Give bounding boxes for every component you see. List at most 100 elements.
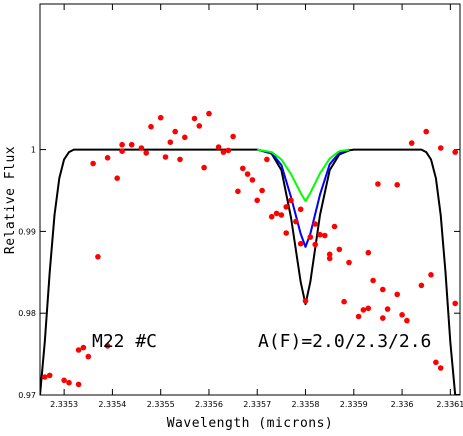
data-point bbox=[365, 249, 372, 256]
data-point bbox=[66, 379, 72, 386]
data-point bbox=[433, 359, 439, 366]
data-point bbox=[437, 365, 444, 371]
data-point bbox=[452, 300, 459, 307]
axis-ticks: 2.3353 2.3354 2.3355 2.3356 2.3357 2.3358 2.33… bbox=[18, 4, 463, 409]
data-point bbox=[428, 272, 434, 278]
data-point bbox=[249, 177, 256, 183]
x-tick-label: 2.3361 bbox=[436, 400, 463, 409]
x-tick-label: 2.3354 bbox=[98, 400, 126, 409]
data-point bbox=[452, 149, 459, 155]
data-point bbox=[288, 197, 294, 204]
y-tick-label: 0.98 bbox=[18, 309, 36, 318]
data-point bbox=[375, 181, 381, 187]
data-point bbox=[384, 306, 391, 312]
data-point bbox=[196, 123, 203, 129]
data-point bbox=[119, 148, 125, 154]
data-point bbox=[394, 291, 401, 298]
data-point bbox=[46, 372, 53, 379]
data-point bbox=[297, 240, 304, 247]
data-point bbox=[302, 298, 309, 304]
y-tick-label: 1 bbox=[31, 146, 36, 155]
data-point bbox=[90, 160, 96, 167]
data-point bbox=[380, 315, 386, 321]
x-tick-label: 2.336 bbox=[391, 400, 414, 409]
data-point bbox=[331, 223, 338, 230]
data-point bbox=[297, 206, 304, 213]
data-point bbox=[254, 197, 260, 204]
data-point bbox=[167, 139, 174, 145]
data-point bbox=[75, 347, 82, 353]
data-point bbox=[418, 282, 425, 289]
x-tick-label: 2.3355 bbox=[147, 400, 175, 409]
data-point bbox=[114, 175, 120, 181]
plot-frame bbox=[39, 3, 461, 396]
x-tick-label: 2.3353 bbox=[50, 400, 78, 409]
data-point bbox=[365, 305, 372, 312]
data-point bbox=[278, 212, 285, 218]
data-point bbox=[75, 381, 82, 388]
model-curve-black bbox=[40, 148, 460, 395]
data-point bbox=[423, 128, 430, 135]
data-point bbox=[235, 188, 241, 195]
data-point bbox=[326, 251, 333, 258]
data-point bbox=[259, 187, 265, 194]
data-point bbox=[225, 147, 232, 154]
data-point bbox=[172, 128, 178, 135]
x-tick-label: 2.3358 bbox=[292, 400, 320, 409]
data-point bbox=[322, 232, 328, 239]
data-point bbox=[215, 144, 222, 150]
data-point bbox=[128, 141, 135, 148]
data-point bbox=[341, 298, 347, 305]
data-point bbox=[240, 165, 246, 172]
data-point bbox=[85, 353, 92, 360]
abundance-label: A(F)=2.0/2.3/2.6 bbox=[258, 331, 431, 352]
y-tick-label: 0.99 bbox=[18, 227, 36, 236]
data-point bbox=[191, 115, 198, 122]
data-point bbox=[437, 145, 444, 151]
data-point bbox=[119, 141, 125, 148]
data-point bbox=[317, 231, 323, 238]
data-point bbox=[336, 246, 343, 253]
x-axis-label: Wavelength (microns) bbox=[167, 416, 334, 431]
data-point bbox=[244, 171, 251, 177]
data-point bbox=[283, 230, 290, 236]
data-point bbox=[283, 204, 290, 210]
data-point bbox=[230, 133, 236, 140]
data-point bbox=[307, 234, 314, 240]
y-tick-label: 0.97 bbox=[18, 391, 36, 400]
data-point bbox=[177, 156, 183, 163]
data-point bbox=[293, 218, 299, 225]
data-point bbox=[104, 155, 111, 161]
data-point bbox=[408, 140, 415, 146]
data-point bbox=[264, 156, 270, 163]
data-point bbox=[148, 123, 154, 130]
data-point bbox=[182, 134, 188, 141]
data-point bbox=[143, 150, 149, 156]
data-point bbox=[404, 317, 410, 324]
data-point bbox=[326, 255, 333, 262]
data-point bbox=[104, 343, 111, 349]
model-curve-green bbox=[257, 148, 350, 203]
x-tick-label: 2.3359 bbox=[340, 400, 368, 409]
x-tick-label: 2.3357 bbox=[243, 400, 271, 409]
data-point bbox=[157, 114, 164, 121]
data-point bbox=[360, 307, 367, 313]
data-point bbox=[273, 210, 280, 217]
model-curve-blue bbox=[256, 148, 350, 248]
observed-points bbox=[42, 110, 459, 388]
data-point bbox=[162, 154, 169, 160]
data-point bbox=[399, 312, 405, 318]
data-point bbox=[80, 344, 87, 351]
y-axis-label: Relative Flux bbox=[3, 146, 18, 254]
data-point bbox=[42, 374, 48, 380]
data-point bbox=[370, 277, 376, 284]
data-point bbox=[95, 253, 101, 260]
star-label: M22 #C bbox=[92, 331, 157, 352]
data-point bbox=[220, 149, 227, 155]
data-point bbox=[206, 110, 212, 117]
data-point bbox=[268, 213, 275, 220]
data-point bbox=[201, 164, 207, 171]
data-point bbox=[312, 241, 319, 248]
model-curves bbox=[40, 148, 460, 395]
